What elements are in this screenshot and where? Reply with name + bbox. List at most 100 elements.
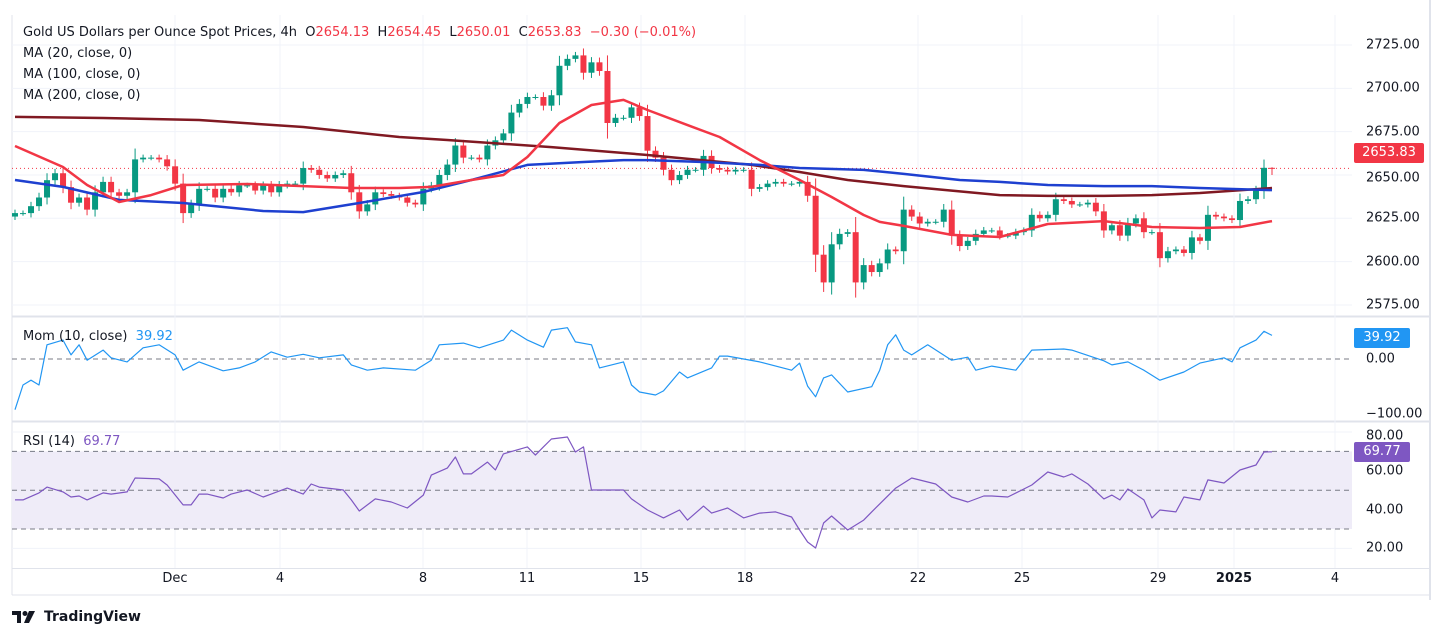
candle-body	[116, 192, 123, 196]
open-value: 2654.13	[315, 25, 370, 40]
rsi-axis-label: 60.00	[1366, 463, 1404, 479]
momentum-legend[interactable]: Mom (10, close) 39.92	[23, 329, 173, 345]
candle-body	[876, 263, 883, 273]
candle-body	[324, 174, 331, 179]
candle-body	[820, 254, 827, 283]
candle-body	[780, 181, 787, 184]
candle-body	[364, 204, 371, 212]
candle-body	[76, 197, 83, 203]
price-axis-label: 2600.00	[1366, 254, 1420, 270]
ma100-line	[14, 158, 1273, 214]
ma20-legend[interactable]: MA (20, close, 0)	[23, 46, 133, 61]
candle-body	[1236, 200, 1243, 221]
low-label: L	[449, 25, 457, 40]
time-axis-label: 15	[632, 571, 650, 586]
candle-body	[460, 145, 467, 158]
change-value: −0.30 (−0.01%)	[589, 25, 697, 40]
candle-body	[1060, 199, 1067, 201]
time-axis-label: Dec	[162, 571, 188, 586]
candle-body	[532, 96, 539, 98]
candle-body	[172, 166, 179, 184]
candle-body	[1269, 167, 1275, 169]
candle-body	[1052, 199, 1059, 215]
price-axis-label: 2650.00	[1366, 170, 1420, 186]
open-label: O	[305, 25, 316, 40]
candle-body	[108, 181, 115, 193]
candle-body	[644, 116, 651, 151]
candle-body	[388, 194, 395, 196]
candle-body	[860, 265, 867, 283]
candle-body	[788, 183, 795, 185]
candle-body	[100, 181, 107, 193]
candle-body	[1068, 200, 1075, 205]
candle-body	[524, 96, 531, 104]
tradingview-logo[interactable]: TradingView	[12, 609, 141, 625]
candle-body	[948, 209, 955, 236]
candle-body	[292, 183, 299, 185]
price-axis-label: 2575.00	[1366, 297, 1420, 313]
candle-body	[252, 185, 259, 191]
candle-body	[836, 233, 843, 245]
time-axis-label: 4	[1330, 571, 1340, 586]
candle-body	[892, 249, 899, 252]
time-axis-label: 8	[418, 571, 428, 586]
candle-body	[1156, 232, 1163, 259]
candle-body	[1260, 167, 1267, 191]
candle-body	[1044, 214, 1051, 219]
candle-body	[196, 188, 203, 205]
candle-body	[924, 221, 931, 224]
last-price-tag: 2653.83	[1354, 143, 1424, 163]
ma200-legend[interactable]: MA (200, close, 0)	[23, 88, 141, 103]
candle-body	[996, 230, 1003, 236]
candle-body	[580, 55, 587, 73]
candle-body	[220, 188, 227, 198]
candle-body	[868, 265, 875, 273]
rsi-legend[interactable]: RSI (14) 69.77	[23, 434, 120, 450]
symbol-legend: Gold US Dollars per Ounce Spot Prices, 4…	[23, 25, 696, 41]
candle-body	[52, 173, 59, 181]
candle-body	[236, 185, 243, 193]
candle-body	[420, 188, 427, 205]
time-axis-label: 18	[736, 571, 754, 586]
candle-body	[12, 213, 18, 217]
candle-body	[740, 169, 747, 171]
candle-body	[636, 107, 643, 117]
candle-body	[228, 188, 235, 193]
candle-body	[340, 173, 347, 175]
candle-body	[916, 216, 923, 224]
rsi-line	[15, 436, 1273, 549]
candle-body	[1228, 218, 1235, 221]
candle-body	[1196, 237, 1203, 241]
candle-body	[1180, 249, 1187, 253]
candle-body	[348, 173, 355, 193]
candle-body	[556, 65, 563, 96]
candle-body	[316, 169, 323, 175]
candle-body	[476, 157, 483, 160]
candle-body	[1164, 251, 1171, 259]
time-axis-label: 29	[1149, 571, 1167, 586]
candle-body	[1212, 214, 1219, 217]
ma100-legend[interactable]: MA (100, close, 0)	[23, 67, 141, 82]
candle-body	[140, 157, 147, 160]
candle-body	[124, 192, 131, 196]
momentum-label: Mom (10, close)	[23, 329, 128, 344]
time-axis-label: 22	[909, 571, 927, 586]
candle-body	[380, 192, 387, 195]
candle-body	[276, 185, 283, 193]
candle-body	[500, 133, 507, 141]
candle-body	[724, 169, 731, 172]
candle-body	[732, 169, 739, 172]
low-value: 2650.01	[456, 25, 511, 40]
candle-body	[932, 221, 939, 223]
candle-body	[940, 209, 947, 222]
price-axis-label: 2625.00	[1366, 210, 1420, 226]
candle-body	[404, 197, 411, 203]
candle-body	[660, 157, 667, 170]
candle-body	[956, 235, 963, 247]
candle-body	[1172, 249, 1179, 252]
candle-body	[1132, 218, 1139, 224]
candle-body	[572, 55, 579, 59]
candle-body	[164, 159, 171, 167]
candle-body	[764, 183, 771, 188]
